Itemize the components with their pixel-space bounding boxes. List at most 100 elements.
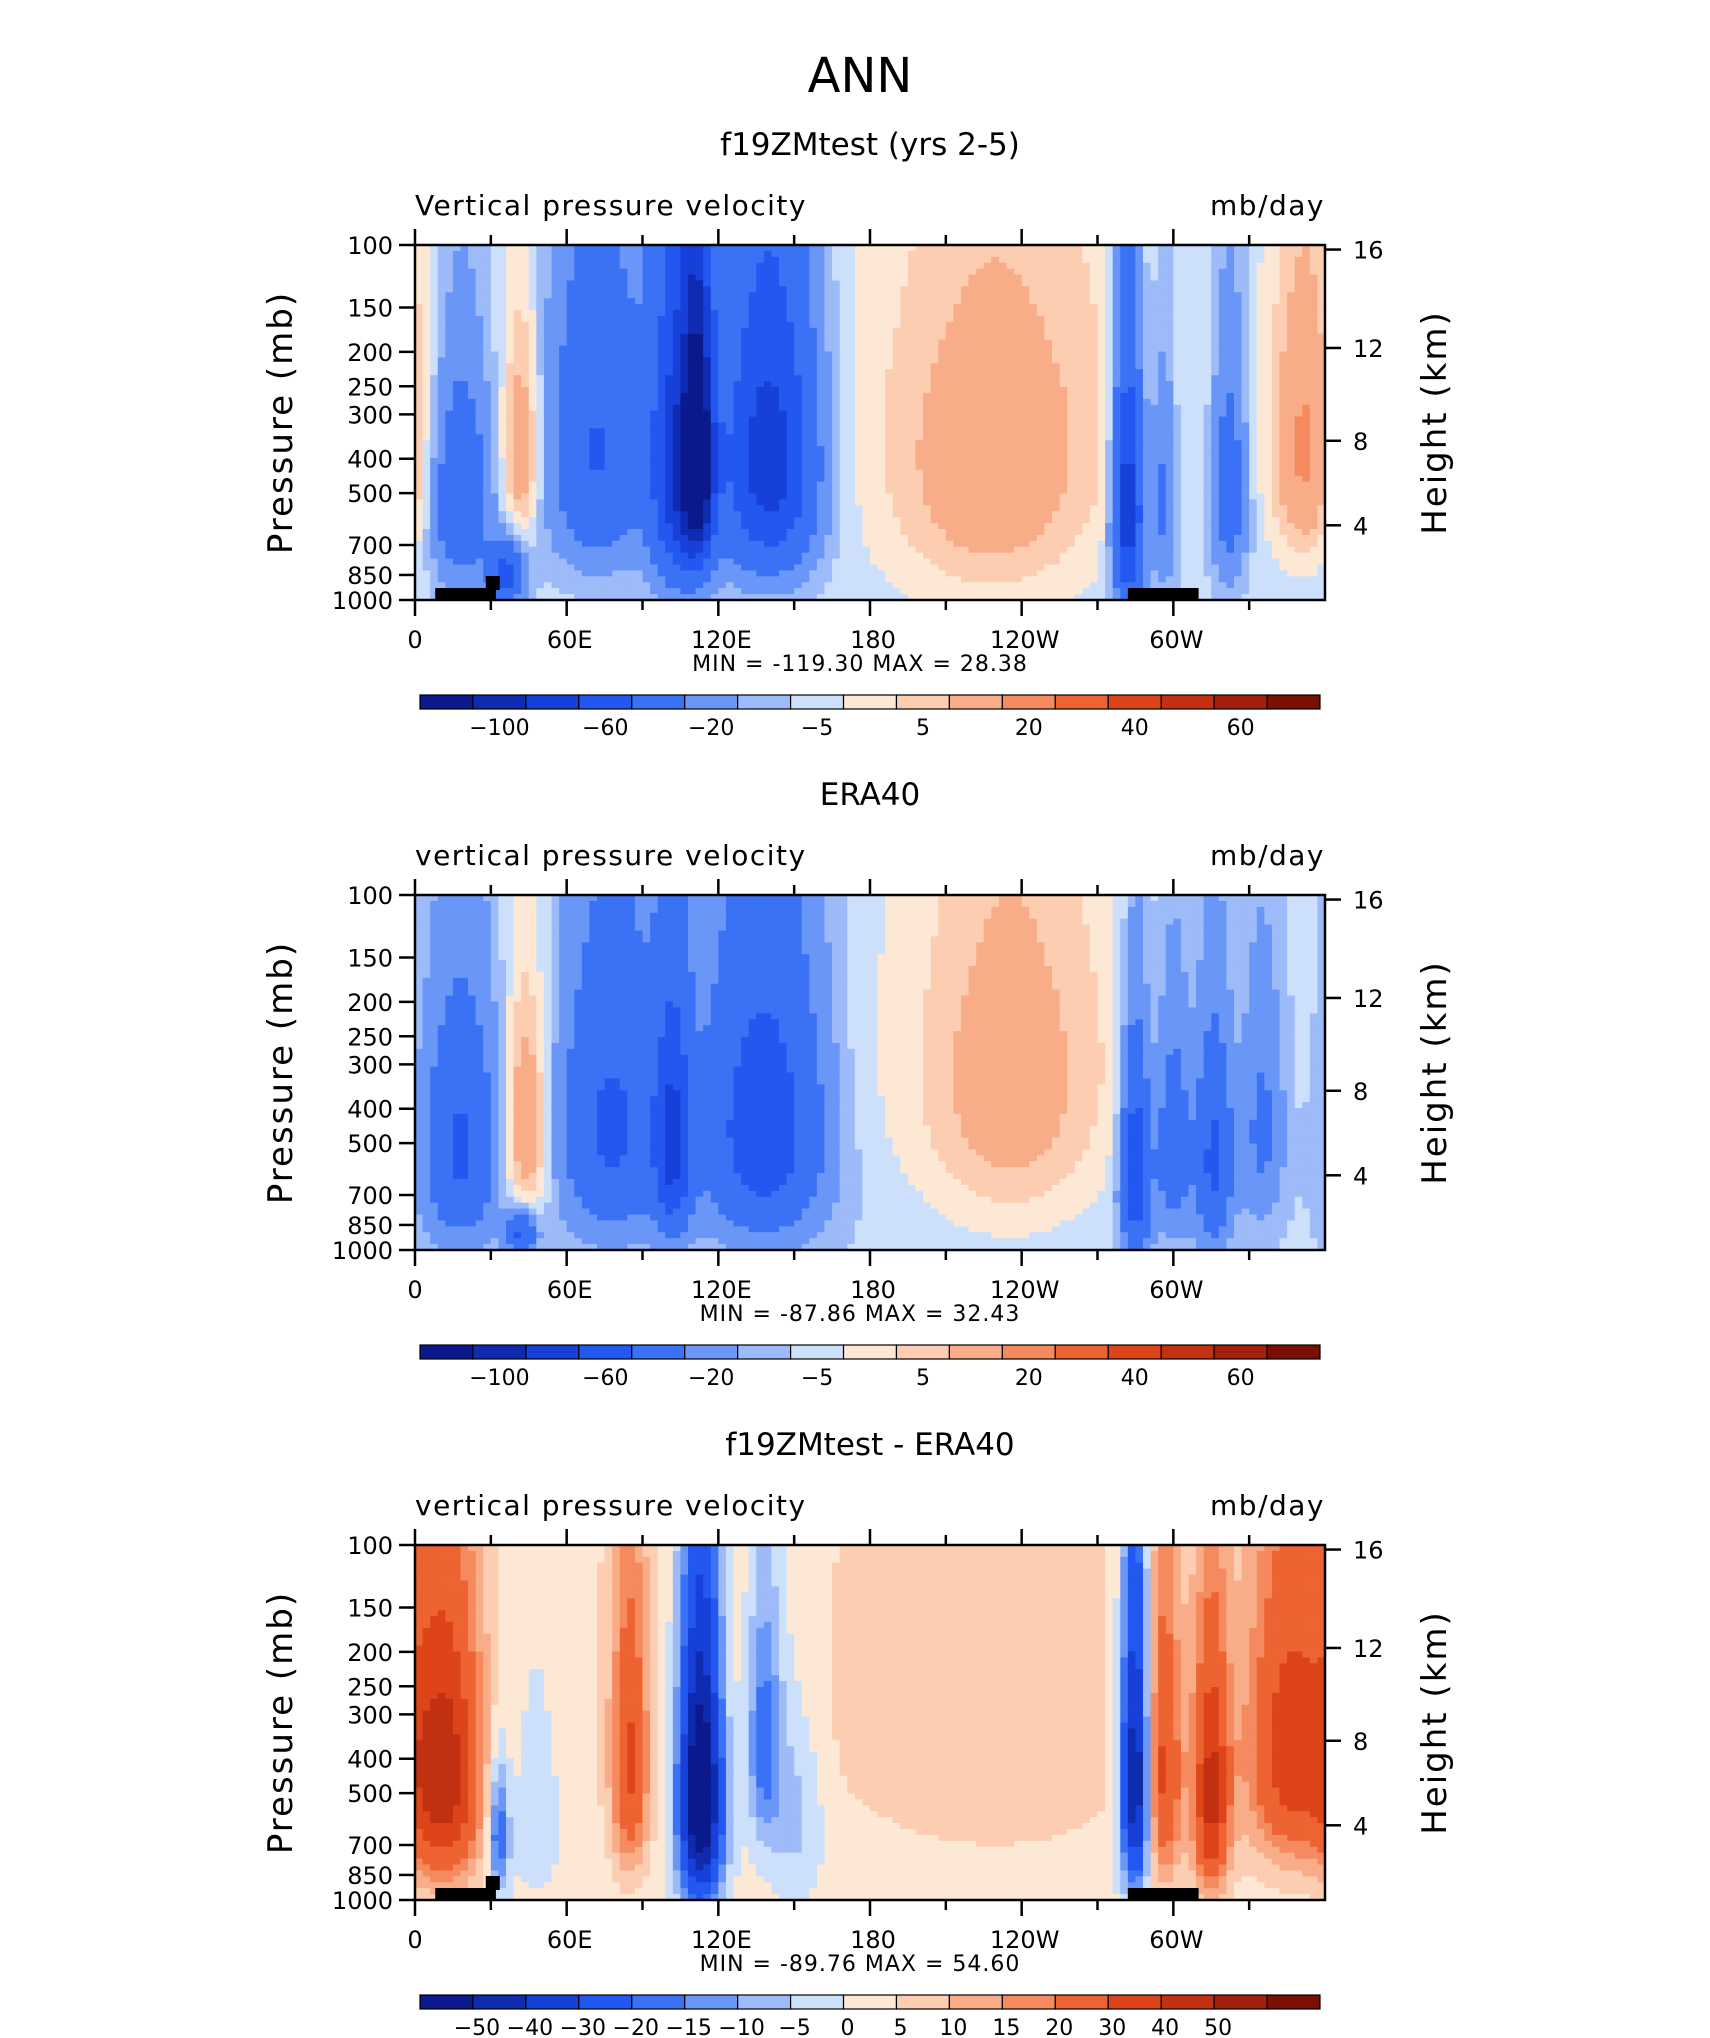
heatmap-cell	[1143, 481, 1152, 489]
heatmap-cell	[490, 351, 500, 359]
heatmap-cell	[483, 363, 492, 370]
heatmap-cell	[415, 327, 424, 335]
heatmap-cell	[566, 392, 575, 400]
heatmap-cell	[1021, 304, 1030, 311]
heatmap-cell	[801, 387, 810, 394]
heatmap-cell	[938, 316, 947, 323]
heatmap-cell	[1203, 434, 1212, 441]
heatmap-cell	[672, 310, 682, 317]
heatmap-cell	[741, 392, 750, 400]
heatmap-cell	[657, 469, 666, 477]
heatmap-cell	[1294, 321, 1303, 329]
heatmap-cell	[551, 327, 560, 335]
heatmap-cell	[589, 410, 598, 418]
heatmap-cell	[536, 381, 545, 388]
heatmap-cell	[543, 469, 553, 477]
heatmap-cell	[938, 310, 947, 317]
heatmap-cell	[763, 363, 773, 370]
heatmap-cell	[521, 369, 530, 376]
heatmap-cell	[1029, 398, 1038, 406]
heatmap-cell	[1211, 327, 1220, 335]
heatmap-cell	[892, 333, 901, 341]
heatmap-cell	[468, 321, 477, 329]
heatmap-cell	[771, 416, 780, 424]
heatmap-cell	[862, 357, 871, 364]
heatmap-cell	[1173, 469, 1182, 477]
heatmap-cell	[961, 446, 970, 453]
heatmap-cell	[536, 422, 545, 430]
heatmap-cell	[900, 321, 909, 329]
heatmap-cell	[1089, 357, 1099, 364]
heatmap-cell	[1158, 392, 1167, 400]
heatmap-cell	[983, 434, 992, 441]
heatmap-cell	[1150, 357, 1159, 364]
heatmap-cell	[854, 321, 864, 329]
heatmap-cell	[642, 375, 651, 382]
heatmap-cell	[1302, 369, 1311, 376]
heatmap-cell	[574, 398, 583, 406]
heatmap-cell	[1059, 274, 1068, 282]
heatmap-cell	[528, 333, 537, 341]
heatmap-cell	[475, 434, 484, 441]
heatmap-cell	[1241, 369, 1250, 376]
heatmap-cell	[1014, 369, 1023, 376]
heatmap-cell	[961, 280, 970, 288]
heatmap-cell	[1021, 481, 1030, 489]
heatmap-cell	[945, 475, 955, 483]
heatmap-cell	[1014, 333, 1023, 341]
heatmap-cell	[961, 339, 970, 347]
heatmap-cell	[771, 245, 780, 252]
heatmap-cell	[672, 404, 682, 412]
heatmap-cell	[862, 392, 871, 400]
heatmap-cell	[695, 440, 704, 447]
heatmap-cell	[1105, 363, 1114, 370]
heatmap-cell	[907, 280, 917, 288]
heatmap-cell	[733, 304, 742, 311]
heatmap-cell	[1271, 452, 1281, 459]
heatmap-cell	[1241, 422, 1250, 430]
heatmap-cell	[1203, 416, 1212, 424]
heatmap-cell	[589, 428, 598, 435]
heatmap-cell	[961, 274, 970, 282]
heatmap-cell	[907, 463, 917, 471]
heatmap-cell	[968, 440, 977, 447]
heatmap-cell	[1052, 422, 1061, 430]
heatmap-cell	[756, 392, 765, 400]
heatmap-cell	[1218, 404, 1228, 412]
heatmap-cell	[779, 280, 788, 288]
heatmap-cell	[475, 310, 484, 317]
heatmap-cell	[1029, 392, 1038, 400]
heatmap-cell	[748, 345, 757, 353]
heatmap-cell	[445, 452, 454, 459]
heatmap-cell	[741, 458, 750, 465]
heatmap-cell	[445, 458, 454, 465]
heatmap-cell	[430, 250, 439, 258]
heatmap-cell	[718, 310, 727, 317]
heatmap-cell	[763, 345, 773, 353]
heatmap-cell	[710, 375, 719, 382]
heatmap-cell	[1105, 292, 1114, 299]
heatmap-cell	[468, 245, 477, 252]
heatmap-cell	[839, 339, 848, 347]
heatmap-cell	[536, 262, 545, 270]
heatmap-cell	[968, 321, 977, 329]
heatmap-cell	[892, 321, 901, 329]
heatmap-cell	[1302, 446, 1311, 453]
heatmap-cell	[415, 434, 424, 441]
heatmap-cell	[430, 357, 439, 364]
heatmap-cell	[1173, 351, 1182, 359]
heatmap-cell	[953, 316, 962, 323]
heatmap-cell	[915, 321, 924, 329]
heatmap-cell	[513, 416, 522, 424]
heatmap-cell	[1021, 280, 1030, 288]
heatmap-cell	[839, 345, 848, 353]
heatmap-cell	[794, 381, 803, 388]
heatmap-cell	[748, 268, 757, 276]
heatmap-cell	[574, 446, 583, 453]
heatmap-cell	[1120, 463, 1129, 471]
heatmap-cell	[1097, 274, 1106, 282]
heatmap-cell	[892, 280, 901, 288]
heatmap-cell	[475, 274, 484, 282]
heatmap-cell	[1052, 392, 1061, 400]
heatmap-cell	[938, 487, 947, 495]
